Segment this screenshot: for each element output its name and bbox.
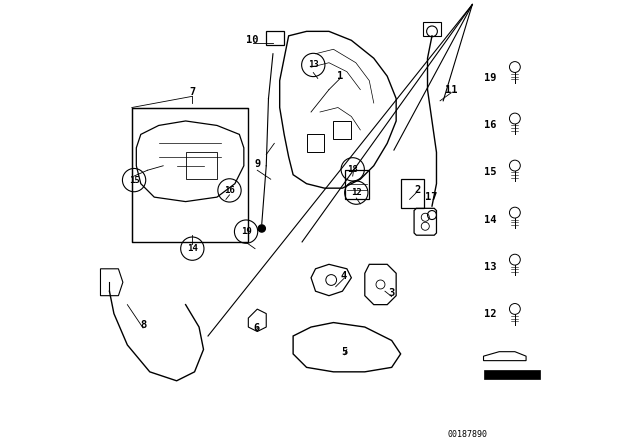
Text: 14: 14 — [484, 215, 497, 224]
Text: 5: 5 — [342, 347, 348, 357]
Text: 00187890: 00187890 — [448, 430, 488, 439]
Text: 8: 8 — [140, 320, 146, 330]
Polygon shape — [484, 370, 540, 379]
Text: 16: 16 — [224, 186, 235, 195]
Text: 4: 4 — [340, 271, 347, 280]
Text: 19: 19 — [484, 73, 497, 83]
Text: 7: 7 — [189, 87, 195, 97]
Text: 12: 12 — [351, 188, 362, 197]
Text: 12: 12 — [484, 309, 497, 319]
Text: 18: 18 — [348, 165, 358, 174]
Text: 6: 6 — [253, 323, 259, 333]
Text: 15: 15 — [484, 168, 497, 177]
Text: 15: 15 — [129, 176, 140, 185]
Circle shape — [258, 225, 266, 232]
Text: 1: 1 — [337, 71, 343, 81]
Text: 2: 2 — [415, 185, 420, 195]
Text: 13: 13 — [308, 60, 319, 69]
Text: 10: 10 — [246, 35, 258, 45]
Text: 14: 14 — [187, 244, 198, 253]
Text: 9: 9 — [254, 159, 260, 168]
Text: 11: 11 — [445, 85, 458, 95]
Text: 19: 19 — [241, 227, 252, 236]
Text: 16: 16 — [484, 121, 497, 130]
Text: 3: 3 — [388, 289, 395, 298]
Text: 17: 17 — [425, 192, 437, 202]
Text: 13: 13 — [484, 262, 497, 271]
